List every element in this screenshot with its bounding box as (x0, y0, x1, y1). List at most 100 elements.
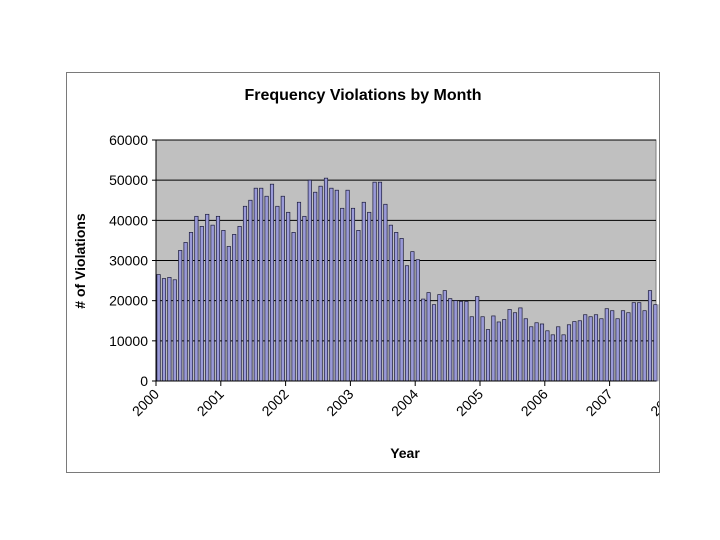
bar (318, 185, 323, 382)
bar (599, 318, 604, 382)
bar (415, 259, 420, 382)
bar (545, 330, 550, 382)
bar (167, 277, 172, 382)
bar (421, 298, 426, 382)
bar (566, 324, 572, 382)
bar (620, 310, 626, 382)
bar (491, 315, 496, 382)
bar (156, 274, 161, 382)
bar (458, 301, 464, 382)
bar (442, 290, 447, 382)
bar (313, 191, 318, 382)
bar (302, 215, 307, 382)
bar (529, 326, 534, 382)
bar (588, 316, 593, 382)
bar (556, 326, 561, 382)
bar (372, 181, 377, 382)
y-axis-label: # of Violations (72, 213, 88, 309)
bar (572, 321, 577, 382)
bar (615, 318, 620, 382)
bar (593, 314, 599, 382)
bar (188, 232, 194, 382)
bar (512, 312, 518, 382)
x-tick-label: 2005 (453, 386, 486, 419)
x-tick-label: 2007 (582, 386, 615, 419)
bar (329, 187, 334, 382)
x-tick-label: 2004 (388, 386, 421, 419)
bar (577, 320, 582, 382)
bar (475, 296, 480, 382)
bar (388, 224, 393, 382)
bar (626, 312, 631, 382)
bar (647, 290, 653, 382)
y-tick-label: 10000 (109, 333, 148, 349)
y-tick-label: 20000 (109, 293, 148, 309)
bar (242, 205, 248, 382)
bar (394, 232, 399, 382)
bar (523, 318, 528, 382)
bar (307, 179, 312, 382)
bar (259, 187, 264, 382)
bar (361, 201, 366, 382)
bar (561, 334, 566, 382)
bar (377, 181, 383, 382)
bar (631, 302, 636, 382)
bar (550, 334, 555, 382)
bar (404, 265, 410, 382)
bar (469, 316, 474, 382)
bar (194, 215, 199, 382)
x-tick-label: 2000 (129, 386, 162, 419)
x-axis: 2000200120022003200420052006200720082009 (129, 380, 659, 419)
y-tick-label: 40000 (109, 212, 148, 228)
bar (610, 310, 615, 382)
x-tick-label: 2001 (194, 386, 227, 419)
bar (534, 322, 539, 382)
x-tick-label: 2003 (323, 386, 356, 419)
bar (248, 199, 253, 382)
y-tick-label: 60000 (109, 132, 148, 148)
bar (507, 309, 512, 382)
bar (637, 302, 642, 382)
bar (448, 298, 453, 382)
bar (269, 183, 275, 382)
bar-series (156, 177, 659, 382)
bar (183, 242, 188, 382)
y-axis: 0 10000 20000 30000 40000 50000 60000 (109, 132, 157, 389)
bar (653, 304, 658, 382)
bar (296, 201, 302, 382)
bar (345, 189, 350, 382)
bar (199, 226, 204, 382)
bar (264, 195, 269, 382)
bar (453, 300, 458, 382)
bar (210, 224, 215, 382)
y-tick-label: 50000 (109, 172, 148, 188)
x-axis-label: Year (390, 445, 420, 461)
bar (464, 301, 469, 382)
chart-svg: 0 10000 20000 30000 40000 50000 60000 2000 2001… (72, 132, 659, 461)
bar (350, 207, 356, 382)
chart-title: Frequency Violations by Month (244, 87, 482, 104)
bar (334, 189, 339, 382)
bar (291, 232, 296, 382)
bar (485, 329, 491, 382)
bar (410, 251, 415, 382)
bar (539, 323, 545, 382)
bar (161, 278, 167, 382)
bar (226, 246, 231, 382)
bar (323, 177, 329, 382)
bar (178, 250, 183, 382)
bar (172, 279, 177, 382)
y-tick-label: 0 (140, 373, 148, 389)
bar (237, 226, 242, 382)
bar (399, 238, 404, 382)
bar (480, 316, 485, 382)
x-tick-label: 2008 (647, 386, 659, 419)
chart-frame: Frequency Violations by Month 0 10000 2000… (66, 72, 660, 473)
bar (286, 211, 291, 382)
bar (275, 205, 280, 382)
bar (426, 292, 431, 382)
y-tick-label: 30000 (109, 253, 148, 269)
x-tick-label: 2006 (518, 386, 551, 419)
bar (496, 321, 501, 382)
bar (221, 230, 226, 382)
